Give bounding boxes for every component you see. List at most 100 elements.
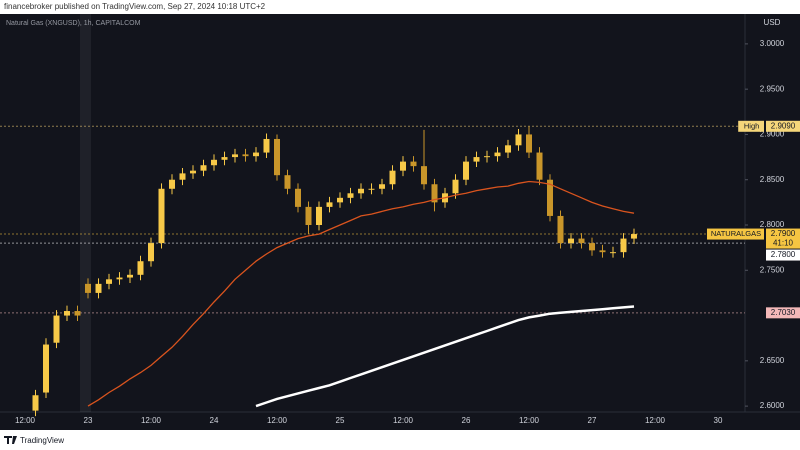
x-tick-label: 12:00 xyxy=(519,416,540,425)
x-tick-label: 30 xyxy=(714,416,723,425)
currency: USD xyxy=(764,18,781,27)
candle-body xyxy=(347,193,354,198)
candle-body xyxy=(526,134,532,153)
y-tick-label: 2.9500 xyxy=(760,84,785,93)
y-tick-label: 2.8500 xyxy=(760,175,785,184)
price-badge-label: 2.9090 xyxy=(771,121,796,130)
x-tick-label: 24 xyxy=(210,416,219,425)
candle-body xyxy=(316,206,322,225)
candle-body xyxy=(95,283,102,293)
moving-average xyxy=(255,305,635,408)
candle-body xyxy=(127,274,133,278)
x-tick-label: 12:00 xyxy=(645,416,666,425)
price-badge-label: 2.7900 xyxy=(771,229,796,238)
price-badge xyxy=(766,249,800,261)
candle-body xyxy=(515,134,522,146)
brand-logo xyxy=(4,436,17,444)
candle-body xyxy=(295,188,301,207)
candle-body xyxy=(232,154,238,158)
brand: TradingView xyxy=(20,436,64,445)
price-badge-label: 2.7030 xyxy=(771,308,796,317)
x-tick-label: 12:00 xyxy=(15,416,36,425)
countdown: 41:10 xyxy=(773,239,794,248)
chart-background xyxy=(0,14,800,430)
candle-body xyxy=(43,344,49,393)
candle-body xyxy=(116,277,123,280)
publisher: financebroker published on TradingView.c… xyxy=(4,2,266,11)
candle-body xyxy=(410,161,417,167)
candle-body xyxy=(74,311,81,316)
price-badge-label: 2.7800 xyxy=(771,250,796,259)
candle-body xyxy=(190,170,196,174)
candle-body xyxy=(389,170,396,185)
y-tick-label: 2.6500 xyxy=(760,356,785,365)
candle-body xyxy=(242,154,249,157)
candle-body xyxy=(253,152,259,157)
header-band xyxy=(0,0,800,14)
candle-body xyxy=(589,243,595,251)
candle-body xyxy=(137,261,144,275)
candle-body xyxy=(620,238,627,253)
y-tick-label: 3.0000 xyxy=(760,39,785,48)
candle-body xyxy=(505,145,511,153)
x-tick-label: 27 xyxy=(588,416,597,425)
y-tick-label: 2.9000 xyxy=(760,130,785,139)
candle-body xyxy=(284,175,291,189)
chart-title: Natural Gas (XNGUSD), 1h, CAPITALCOM xyxy=(6,20,141,27)
candle-body xyxy=(158,188,165,244)
candle-body xyxy=(32,395,39,411)
candle-body xyxy=(200,165,207,171)
candle-body xyxy=(379,184,385,189)
candle-body xyxy=(452,179,459,194)
candle-body xyxy=(631,234,637,239)
candle-body xyxy=(358,188,364,194)
price-badge xyxy=(766,228,800,249)
candle-body xyxy=(148,243,154,262)
y-tick-label: 2.6000 xyxy=(760,401,785,410)
candle-body xyxy=(179,173,186,180)
footer-band xyxy=(0,430,800,450)
candle-body xyxy=(400,161,406,171)
candle-body xyxy=(64,311,70,316)
candle-body xyxy=(484,156,490,158)
candle-body xyxy=(421,166,427,185)
candle-body xyxy=(547,179,553,216)
x-tick-label: 23 xyxy=(84,416,93,425)
candle-body xyxy=(599,250,606,253)
candle-body xyxy=(473,157,480,162)
candle-body xyxy=(578,238,585,244)
candle-body xyxy=(326,202,333,207)
candle-body xyxy=(274,138,280,176)
candle-body xyxy=(494,152,501,157)
candle-body xyxy=(337,197,343,203)
candle-body xyxy=(211,159,217,166)
x-tick-label: 25 xyxy=(336,416,345,425)
candle-body xyxy=(536,152,543,180)
x-tick-label: 26 xyxy=(462,416,471,425)
badge-name: NATURALGAS xyxy=(711,229,761,238)
candle-body xyxy=(463,161,469,180)
badge-name-box xyxy=(738,120,764,132)
candle-body xyxy=(263,138,270,153)
session-break xyxy=(80,14,91,412)
y-tick-label: 2.8000 xyxy=(760,220,785,229)
candle-body xyxy=(221,157,228,160)
candle-body xyxy=(305,206,312,225)
candle-body xyxy=(169,179,175,189)
price-badge xyxy=(766,120,800,132)
x-tick-label: 12:00 xyxy=(267,416,288,425)
candle-body xyxy=(568,238,574,244)
candle-body xyxy=(557,215,564,244)
x-tick-label: 12:00 xyxy=(141,416,162,425)
candle-body xyxy=(368,188,375,190)
y-tick-label: 2.7500 xyxy=(760,265,785,274)
badge-name-box xyxy=(707,228,764,240)
moving-average xyxy=(87,180,635,407)
candle-body xyxy=(431,184,438,203)
badge-name: High xyxy=(744,121,759,130)
candle-body xyxy=(85,283,91,293)
candle-body xyxy=(53,315,60,343)
candle-body xyxy=(610,252,616,254)
price-badge xyxy=(766,307,800,319)
